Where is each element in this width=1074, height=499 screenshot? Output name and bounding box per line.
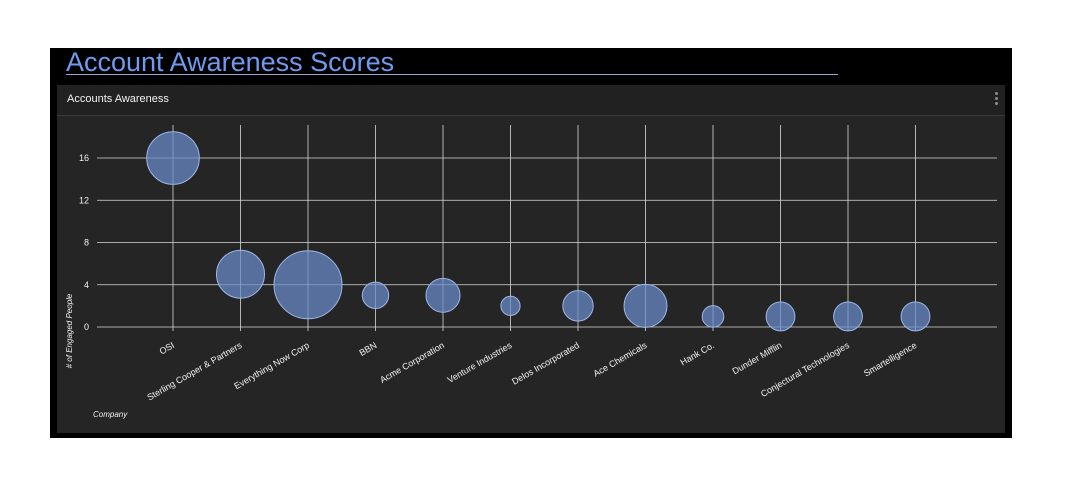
bubble-point[interactable]: [273, 250, 343, 320]
panel-header: Accounts Awareness: [57, 85, 1005, 116]
x-tick-label: BBN: [357, 340, 378, 358]
bubble-point[interactable]: [361, 281, 390, 310]
bubble-point[interactable]: [425, 277, 461, 313]
x-tick-label: Ace Chemicals: [592, 340, 649, 379]
bubble-point[interactable]: [216, 249, 265, 299]
x-tick-label: Acme Corporation: [378, 340, 446, 385]
vertical-ellipsis-icon[interactable]: [993, 92, 999, 108]
y-tick-label: 4: [84, 280, 89, 290]
x-tick-label: Hank Co.: [678, 340, 716, 367]
x-tick-label: Delos Incorporated: [510, 340, 581, 387]
y-tick-labels: 0 4 8 12 16: [79, 153, 89, 332]
bubble-point[interactable]: [900, 301, 931, 332]
bubbles: [146, 131, 931, 332]
x-axis-title: Company: [93, 410, 128, 419]
bubble-point[interactable]: [500, 295, 521, 316]
y-axis-title: # of Engaged People: [65, 293, 74, 368]
x-tick-label: Smartelligence: [862, 340, 919, 378]
title-underline: [66, 74, 838, 75]
chart-panel: Accounts Awareness 0 4 8 12 16 OSI Sterling C…: [57, 85, 1005, 433]
bubble-point[interactable]: [765, 301, 796, 332]
panel-title: Accounts Awareness: [67, 93, 169, 105]
x-tick-label: OSI: [158, 340, 176, 356]
bubble-point[interactable]: [623, 283, 668, 328]
dashboard-frame: Account Awareness Scores Accounts Awaren…: [50, 48, 1012, 438]
x-tick-label: Dunder Mifflin: [731, 340, 784, 376]
x-tick-label: Everything Now Corp: [232, 340, 311, 391]
bubble-point[interactable]: [146, 131, 200, 185]
bubble-point[interactable]: [833, 301, 863, 332]
y-tick-label: 12: [79, 195, 89, 205]
bubble-point[interactable]: [701, 305, 725, 328]
page-title[interactable]: Account Awareness Scores: [66, 47, 395, 77]
bubble-point[interactable]: [562, 290, 594, 322]
y-tick-label: 16: [79, 153, 89, 163]
y-tick-label: 8: [84, 238, 89, 248]
x-tick-label: Venture Industries: [446, 340, 514, 385]
y-tick-label: 0: [84, 322, 89, 332]
grid-lines: [97, 125, 997, 331]
